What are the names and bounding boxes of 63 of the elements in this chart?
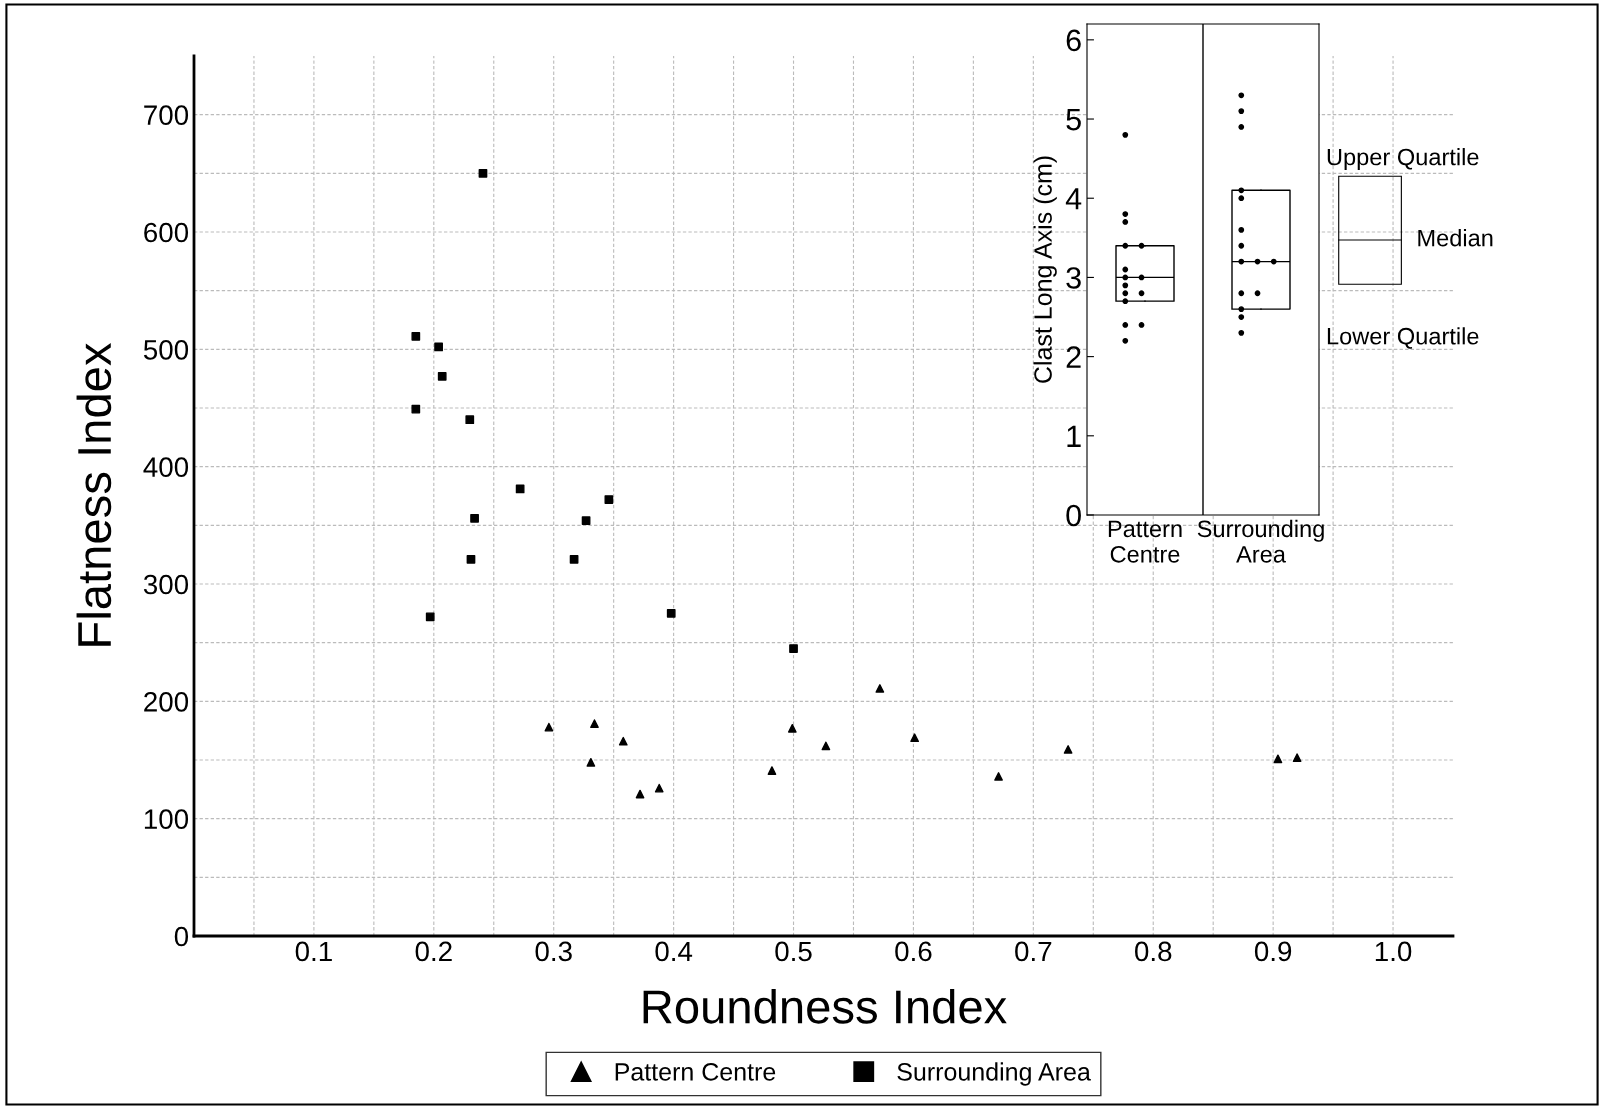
point [875,684,885,693]
point [569,554,579,564]
point [821,741,831,751]
point [411,332,421,341]
y-tick-label: 200 [144,692,189,712]
point [1292,753,1302,763]
annotation: Median [1418,229,1493,247]
point [789,644,798,653]
y-axis-title: Clast Long Axis (cm) [1033,156,1057,383]
x-tick-label: 0.2 [415,941,452,962]
point [1273,754,1283,764]
point [478,168,488,178]
y-tick-label: 600 [144,222,189,243]
point [515,484,525,494]
y-tick-label: 2 [1066,346,1081,368]
point [465,415,475,425]
point [666,608,676,618]
point [654,783,664,793]
y-tick-label: 5 [1066,109,1081,131]
x-tick-label: 0.1 [295,941,332,962]
x-tick-label: 0.6 [895,941,932,962]
point [767,766,777,775]
point [586,757,596,767]
point [470,513,479,523]
x-tick-label: 0.3 [535,941,572,962]
annotation: Lower Quartile [1327,327,1479,349]
y-tick-label: 0 [174,926,189,947]
x-tick-label: 1.0 [1375,941,1412,962]
point [618,736,628,746]
point [1063,745,1073,754]
x-axis-title: Roundness Index [643,988,1007,1024]
x-tick-label: 0.8 [1135,941,1172,962]
point [437,371,447,381]
y-tick-label: 0 [1066,504,1081,527]
point [994,772,1003,781]
y-tick-label: 100 [144,809,189,830]
annotation: Upper Quartile [1327,148,1479,171]
x-tick-label: 0.4 [655,941,693,962]
legend-label: Surrounding Area [897,1062,1091,1086]
x-tick-label: 0.9 [1254,941,1292,962]
y-tick-label: 6 [1066,29,1081,52]
point [581,516,591,526]
y-tick-label: 700 [144,105,189,126]
point [787,723,797,733]
point [411,404,421,414]
point [604,495,614,504]
point [425,612,435,622]
y-tick-label: 300 [143,574,189,595]
x-tick-label: 0.5 [775,941,812,962]
point [635,789,645,799]
point [544,722,554,732]
point [466,554,476,564]
legend-label: Pattern Centre [615,1063,776,1081]
y-tick-label: 3 [1066,267,1081,289]
y-tick-label: 500 [143,340,189,360]
y-tick-label: 400 [143,457,189,478]
x-tick-label: 0.7 [1015,941,1052,962]
y-tick-label: 1 [1067,425,1081,447]
y-tick-label: 4 [1065,188,1082,210]
point [910,733,919,743]
point [590,719,599,728]
y-axis-title: Flatness Index [76,342,112,646]
point [434,342,443,352]
